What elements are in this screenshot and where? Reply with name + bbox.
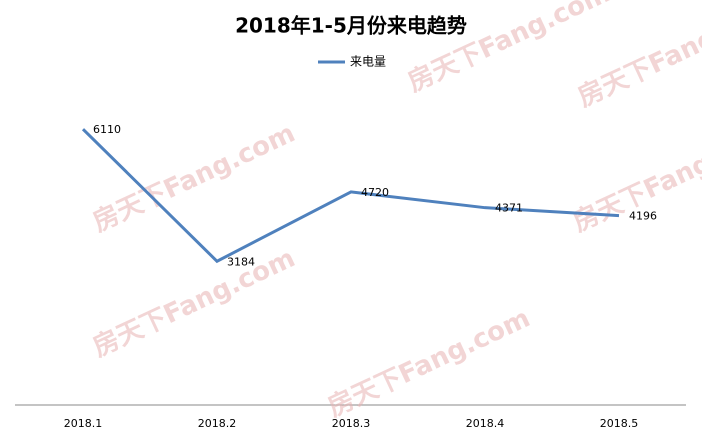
legend-label: 来电量 xyxy=(350,55,386,69)
x-tick-label: 2018.1 xyxy=(64,417,103,430)
watermark: 房天下Fang.com xyxy=(573,0,702,113)
watermark: 房天下Fang.com xyxy=(88,118,299,238)
data-label: 4720 xyxy=(361,186,389,199)
x-tick-label: 2018.4 xyxy=(466,417,505,430)
line xyxy=(81,128,620,264)
data-label: 3184 xyxy=(227,255,255,268)
x-tick-label: 2018.5 xyxy=(600,417,639,430)
data-label: 6110 xyxy=(93,123,121,136)
watermark: 房天下Fang.com xyxy=(88,243,299,363)
x-tick-label: 2018.3 xyxy=(332,417,371,430)
data-label: 4371 xyxy=(495,202,523,215)
data-label: 4196 xyxy=(629,210,657,223)
chart-title: 2018年1-5月份来电趋势 xyxy=(235,14,467,38)
x-tick-label: 2018.2 xyxy=(198,417,237,430)
